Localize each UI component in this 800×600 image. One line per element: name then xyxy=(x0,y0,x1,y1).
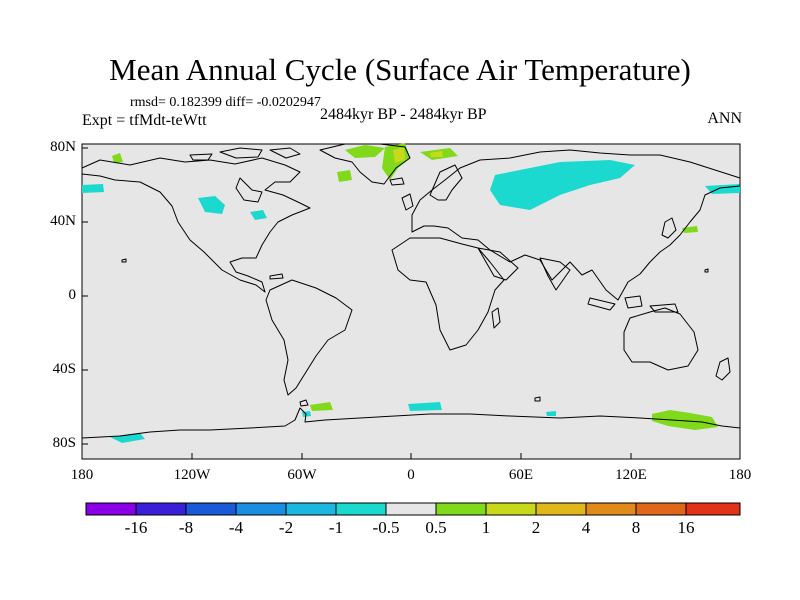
stats-text: rmsd= 0.182399 diff= -0.0202947 xyxy=(130,95,321,110)
lon-tick-0: 0 xyxy=(407,467,415,483)
colorbar-label: -4 xyxy=(228,518,244,537)
anomaly-patches xyxy=(82,143,740,443)
patch-canada-arctic xyxy=(112,153,123,163)
colorbar-box-3 xyxy=(235,502,287,516)
patch-great-lakes xyxy=(250,210,267,220)
lat-tick-80n: 80N xyxy=(50,139,76,155)
colorbar-box-10 xyxy=(585,502,637,516)
colorbar-box-5 xyxy=(335,502,387,516)
colorbar-label: -8 xyxy=(178,518,194,537)
colorbar-label: -0.5 xyxy=(372,518,400,537)
colorbar-label: 8 xyxy=(631,518,641,537)
patch-ross-sea xyxy=(110,433,145,443)
coast-africa xyxy=(391,237,505,351)
colorbar-box-7 xyxy=(435,502,487,516)
experiment-label: Expt = tfMdt-teWtt xyxy=(82,112,207,129)
coast-british-isles xyxy=(401,193,414,211)
colorbar-box-11 xyxy=(635,502,687,516)
coast-islands-south xyxy=(299,396,541,407)
coast-arabia xyxy=(477,247,519,281)
colorbar-box-0 xyxy=(85,502,137,516)
season-label: ANN xyxy=(707,110,742,127)
colorbar-label: 4 xyxy=(581,518,591,537)
coast-north-america xyxy=(81,157,311,293)
colorbar-box-1 xyxy=(135,502,187,516)
patch-southern-ocean xyxy=(408,402,442,411)
map-title: Mean Annual Cycle (Surface Air Temperatu… xyxy=(109,52,691,87)
lat-tick-40n: 40N xyxy=(50,213,76,229)
lon-tick-180w: 180 xyxy=(70,467,94,483)
colorbar-box-9 xyxy=(535,502,587,516)
patch-bering-west xyxy=(82,184,104,193)
lat-tick-80s: 80S xyxy=(52,435,76,451)
patch-weddell xyxy=(310,402,333,411)
lon-tick-120w: 120W xyxy=(173,467,211,483)
colorbar-box-2 xyxy=(185,502,237,516)
lon-tick-120e: 120E xyxy=(615,467,647,483)
patch-greenland-center xyxy=(393,147,405,163)
patch-greenland-north xyxy=(345,145,385,158)
coast-japan xyxy=(661,217,677,239)
lon-tick-180e: 180 xyxy=(728,467,752,483)
lat-tick-0: 0 xyxy=(68,287,77,303)
colorbar-label: 2 xyxy=(531,518,541,537)
coast-iceland xyxy=(389,177,405,186)
period-label: 2484kyr BP - 2484kyr BP xyxy=(320,106,487,123)
coast-greenland xyxy=(319,143,411,185)
patch-pacific-ne xyxy=(198,196,225,214)
colorbar-label: 0.5 xyxy=(425,518,447,537)
colorbar-box-6 xyxy=(385,502,437,516)
lat-tick-40s: 40S xyxy=(52,361,76,377)
patch-kerguelen xyxy=(546,411,556,416)
colorbar-label: 16 xyxy=(677,518,695,537)
coast-india xyxy=(539,257,571,291)
coast-antarctica xyxy=(81,407,741,439)
coast-hudson-bay xyxy=(235,177,263,203)
patch-north-atlantic xyxy=(337,170,352,182)
coastlines xyxy=(81,143,741,439)
coast-scandinavia xyxy=(429,164,463,201)
coast-new-zealand xyxy=(715,357,731,381)
patch-arctic-yellow xyxy=(430,151,443,157)
colorbar-label: -16 xyxy=(124,518,148,537)
colorbar-box-12 xyxy=(685,502,741,516)
lon-tick-60e: 60E xyxy=(508,467,534,483)
coast-australia xyxy=(623,307,699,371)
colorbar xyxy=(85,502,741,516)
lon-tick-60w: 60W xyxy=(287,467,317,483)
colorbar-box-4 xyxy=(285,502,337,516)
coast-madagascar xyxy=(491,307,501,329)
colorbar-label: -1 xyxy=(328,518,344,537)
coast-arctic-islands xyxy=(189,147,301,161)
coast-small-islands xyxy=(121,258,709,280)
axis-ticks xyxy=(81,147,741,459)
colorbar-label: 1 xyxy=(481,518,491,537)
colorbar-box-8 xyxy=(485,502,537,516)
patch-east-antarctica xyxy=(652,410,718,430)
colorbar-label: -2 xyxy=(278,518,294,537)
patch-siberia xyxy=(490,160,635,210)
coast-south-america xyxy=(265,279,353,396)
coast-indonesia xyxy=(587,295,679,313)
